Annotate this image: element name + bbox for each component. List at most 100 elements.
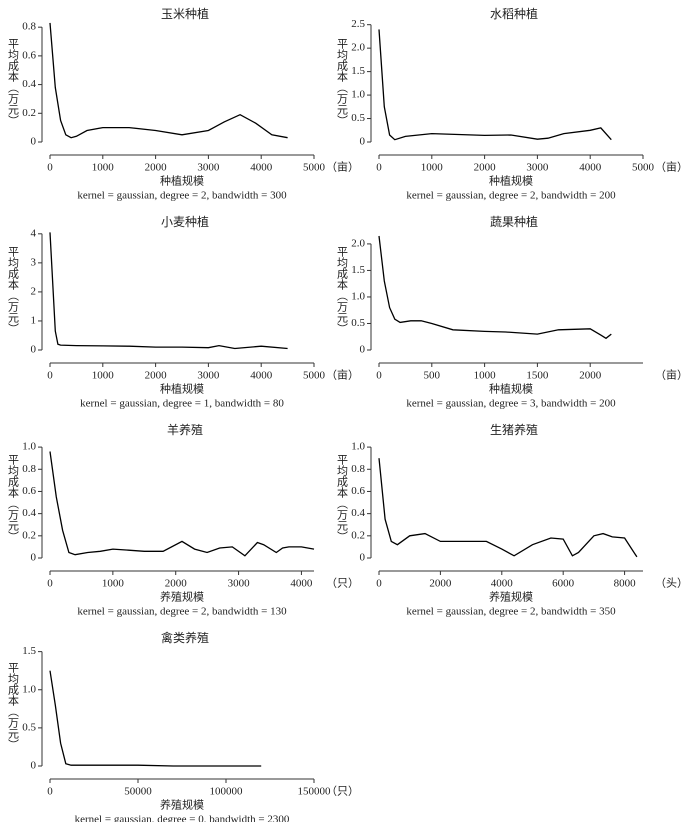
y-tick-label: 1.5 — [22, 645, 36, 657]
x-tick-label: 3000 — [197, 162, 220, 174]
y-tick-label: 2.0 — [351, 42, 365, 54]
y-axis-label: 平均成本（万元） — [335, 454, 348, 542]
y-tick-label: 0.6 — [22, 485, 36, 497]
chart-title: 羊养殖 — [167, 422, 203, 437]
note: kernel = gaussian, degree = 0, bandwidth… — [75, 814, 290, 822]
y-tick-label: 1.0 — [22, 441, 36, 453]
y-tick-label: 1.0 — [351, 89, 365, 101]
x-unit: （头） — [655, 577, 684, 590]
x-tick-label: 1000 — [92, 162, 115, 174]
x-tick-label: 4000 — [250, 370, 273, 382]
note: kernel = gaussian, degree = 2, bandwidth… — [77, 190, 287, 202]
x-tick-label: 5000 — [632, 162, 655, 174]
y-axis-label: 平均成本（万元） — [6, 454, 19, 542]
x-axis-label: 养殖规模 — [489, 590, 533, 604]
x-tick-label: 2000 — [145, 370, 168, 382]
x-tick-label: 5000 — [303, 370, 326, 382]
y-tick-label: 0.6 — [351, 485, 365, 497]
x-tick-label: 2000 — [145, 162, 168, 174]
y-tick-label: 0 — [360, 552, 366, 564]
x-unit: （亩） — [655, 368, 684, 382]
y-tick-label: 0.8 — [22, 21, 36, 33]
x-tick-label: 50000 — [124, 786, 152, 798]
y-tick-label: 0.8 — [22, 463, 36, 475]
y-axis-label: 平均成本（万元） — [6, 38, 19, 126]
x-tick-label: 3000 — [526, 162, 549, 174]
x-tick-label: 4000 — [250, 162, 273, 174]
y-tick-label: 0.8 — [351, 463, 365, 475]
y-tick-label: 1 — [31, 314, 37, 326]
x-tick-label: 1000 — [92, 370, 115, 382]
y-tick-label: 0.2 — [22, 107, 36, 119]
x-tick-label: 4000 — [290, 578, 313, 590]
x-tick-label: 0 — [376, 370, 382, 382]
x-tick-label: 6000 — [552, 578, 575, 590]
chart-title: 生猪养殖 — [490, 422, 538, 437]
y-tick-label: 1.0 — [351, 290, 365, 302]
y-tick-label: 2 — [31, 285, 37, 297]
x-tick-label: 5000 — [303, 162, 326, 174]
x-tick-label: 3000 — [228, 578, 251, 590]
y-tick-label: 0.4 — [351, 507, 365, 519]
x-axis-label: 种植规模 — [489, 174, 533, 188]
x-tick-label: 150000 — [298, 786, 332, 798]
y-tick-label: 0.5 — [351, 317, 365, 329]
note: kernel = gaussian, degree = 3, bandwidth… — [406, 398, 616, 410]
x-tick-label: 4000 — [491, 578, 514, 590]
chart-title: 禽类养殖 — [161, 630, 209, 645]
note: kernel = gaussian, degree = 1, bandwidth… — [80, 398, 284, 410]
y-tick-label: 1.5 — [351, 65, 365, 77]
x-tick-label: 2000 — [429, 578, 452, 590]
data-line — [49, 670, 262, 767]
chart-title: 玉米种植 — [161, 6, 209, 21]
x-tick-label: 1000 — [421, 162, 444, 174]
chart-title: 水稻种植 — [490, 6, 538, 21]
x-tick-label: 500 — [424, 370, 441, 382]
x-tick-label: 0 — [47, 162, 53, 174]
data-line — [378, 235, 612, 340]
x-unit: （亩） — [326, 368, 359, 382]
y-tick-label: 2.0 — [351, 237, 365, 249]
y-tick-label: 1.5 — [351, 264, 365, 276]
y-tick-label: 0.2 — [351, 529, 365, 541]
x-tick-label: 1000 — [474, 370, 497, 382]
y-axis-label: 平均成本（万元） — [6, 246, 19, 334]
x-tick-label: 0 — [376, 578, 382, 590]
x-tick-label: 100000 — [210, 786, 244, 798]
x-tick-label: 0 — [376, 162, 382, 174]
data-line — [378, 458, 638, 558]
y-tick-label: 0.6 — [22, 49, 36, 61]
y-tick-label: 1.0 — [22, 683, 36, 695]
data-line — [49, 232, 288, 350]
y-axis-label: 平均成本（万元） — [335, 246, 348, 334]
y-tick-label: 0 — [31, 552, 37, 564]
x-tick-label: 0 — [47, 370, 53, 382]
note: kernel = gaussian, degree = 2, bandwidth… — [77, 606, 287, 618]
data-line — [49, 22, 288, 139]
x-axis-label: 种植规模 — [160, 174, 204, 188]
x-tick-label: 8000 — [614, 578, 637, 590]
note: kernel = gaussian, degree = 2, bandwidth… — [406, 606, 616, 618]
x-axis-label: 种植规模 — [160, 382, 204, 396]
chart-title: 蔬果种植 — [490, 214, 538, 229]
x-unit: （只） — [326, 785, 359, 798]
x-unit: （亩） — [655, 160, 684, 174]
y-axis-label: 平均成本（万元） — [335, 38, 348, 126]
y-axis-label: 平均成本（万元） — [6, 662, 19, 750]
y-tick-label: 0 — [31, 760, 37, 772]
y-tick-label: 0 — [31, 136, 37, 148]
x-tick-label: 2000 — [165, 578, 188, 590]
x-tick-label: 2000 — [579, 370, 602, 382]
y-tick-label: 0.2 — [22, 529, 36, 541]
y-tick-label: 0 — [360, 344, 366, 356]
chart-title: 小麦种植 — [161, 214, 209, 229]
y-tick-label: 3 — [31, 256, 37, 268]
